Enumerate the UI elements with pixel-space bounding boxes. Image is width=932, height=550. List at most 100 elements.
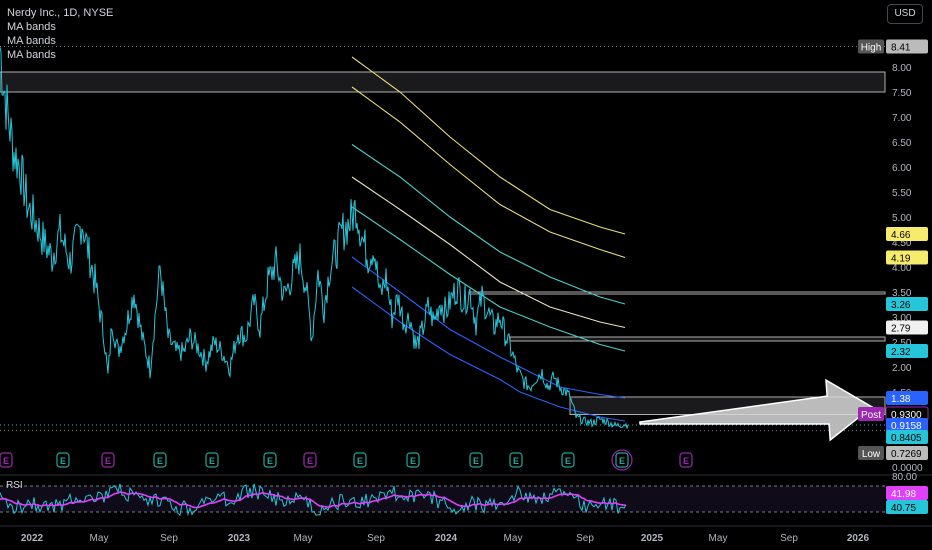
price-tick-label: 3.00 — [892, 313, 912, 324]
earnings-ring-icon — [611, 449, 633, 471]
price-tick-label: 7.50 — [892, 88, 912, 99]
earnings-icon — [303, 452, 317, 468]
price-tick-label: 3.50 — [892, 288, 912, 299]
rsi-tag-value: 41.98 — [891, 489, 916, 500]
time-tick-label: 2025 — [641, 533, 664, 544]
time-tick-label: May — [90, 533, 109, 544]
price-tag-value: 0.7269 — [891, 449, 922, 460]
earnings-icon — [263, 452, 277, 468]
earnings-icon — [101, 452, 115, 468]
price-tag-value: 3.26 — [891, 300, 911, 311]
earnings-icon-letter: E — [267, 456, 273, 466]
earnings-icon — [561, 452, 575, 468]
earnings-icon — [679, 452, 693, 468]
earnings-icon-letter: E — [105, 456, 111, 466]
projection-arrow — [639, 378, 874, 442]
earnings-icon-letter: E — [513, 456, 519, 466]
rsi-line — [0, 483, 627, 517]
price-tag-value: 0.9300 — [891, 410, 922, 421]
price-tag-value: 4.66 — [891, 230, 911, 241]
earnings-icon-letter: E — [619, 456, 625, 466]
symbol-title: Nerdy Inc., 1D, NYSE — [7, 7, 114, 19]
price-tick-label: 6.00 — [892, 163, 912, 174]
price-tick-label: 5.00 — [892, 213, 912, 224]
time-tick-label: Sep — [576, 533, 594, 544]
price-tag-value: 4.19 — [891, 254, 911, 265]
price-tag-bg — [886, 227, 928, 241]
rsi-ma-line — [0, 491, 626, 509]
indicator-label-2[interactable]: MA bands — [7, 35, 56, 47]
time-tick-label: Sep — [780, 533, 798, 544]
zone-rect — [0, 71, 886, 93]
earnings-icon — [205, 452, 219, 468]
price-tag-bg — [886, 391, 928, 405]
earnings-icon — [153, 452, 167, 468]
price-tag-label: High — [861, 43, 882, 54]
zone-rect — [469, 291, 886, 295]
earnings-icon — [56, 452, 70, 468]
price-tick-label: 4.00 — [892, 263, 912, 274]
indicator-label-1[interactable]: MA bands — [7, 21, 56, 33]
earnings-icon-letter: E — [357, 456, 363, 466]
dotted-levels — [0, 46, 885, 432]
time-tick-label: 2022 — [21, 533, 44, 544]
earnings-icon-letter: E — [60, 456, 66, 466]
ma-band-line — [351, 176, 626, 329]
time-tick-label: May — [294, 533, 313, 544]
price-tick-label: 4.50 — [892, 238, 912, 249]
price-line — [0, 47, 629, 429]
price-tags: High 8.41 4.66 4.19 3.26 2.79 2.32 1.38 Post 0.93… — [858, 39, 929, 514]
ma-band-line — [351, 256, 626, 399]
price-tag-label-bg — [858, 39, 884, 54]
price-tag-label: Low — [862, 449, 881, 460]
price-tick-label: 6.50 — [892, 138, 912, 149]
price-tag-bg — [886, 418, 928, 432]
earnings-icon — [406, 452, 420, 468]
price-tick-label: 8.00 — [892, 63, 912, 74]
earnings-icon — [615, 452, 629, 468]
earnings-icon-letter: E — [410, 456, 416, 466]
earnings-icon — [353, 452, 367, 468]
rsi-tag-value: 40.75 — [891, 503, 916, 514]
price-tag-value: 2.32 — [891, 347, 911, 358]
ma-band-line — [351, 286, 626, 422]
price-tag-value: 8.41 — [891, 43, 911, 54]
price-tick-label: 2.00 — [892, 363, 912, 374]
price-tag-bg — [886, 250, 928, 265]
zone-rect — [509, 336, 886, 342]
price-tag-label: Post — [861, 410, 881, 421]
currency-button[interactable]: USD — [887, 4, 923, 24]
rsi-label: RSI — [6, 480, 23, 491]
resistance-zones — [0, 71, 886, 415]
earnings-icon-letter: E — [209, 456, 215, 466]
price-tag-bg — [886, 320, 928, 335]
ma-band-line — [351, 86, 626, 259]
ma-band-line — [351, 144, 626, 305]
ma-band-line — [351, 56, 626, 235]
rsi-tag-bg — [886, 486, 928, 500]
earnings-icon — [509, 452, 523, 468]
ma-band-line — [351, 206, 626, 352]
price-tag-value: 0.9158 — [891, 421, 922, 432]
time-tick-label: May — [709, 533, 728, 544]
rsi-tick-label: 80.00 — [892, 472, 917, 483]
time-tick-label: May — [504, 533, 523, 544]
price-tag-value: 2.79 — [891, 324, 911, 335]
earnings-icon — [469, 452, 483, 468]
price-tag-label-bg — [858, 446, 884, 460]
earnings-icon — [0, 452, 13, 468]
time-axis: 2022 May Sep 2023 May Sep 2024 May Sep 2025 May Sep… — [0, 525, 932, 544]
earnings-icon-letter: E — [683, 456, 689, 466]
price-tag-bg — [886, 344, 928, 358]
ma-bands — [351, 56, 626, 422]
earnings-icon-letter: E — [565, 456, 571, 466]
earnings-icon-letter: E — [157, 456, 163, 466]
price-tag-value: 0.8405 — [891, 433, 922, 444]
rsi-pane: RSI — [0, 474, 932, 517]
time-tick-label: 2023 — [228, 533, 251, 544]
indicator-label-3[interactable]: MA bands — [7, 49, 56, 61]
price-tag-bg — [886, 430, 928, 444]
time-tick-label: 2024 — [435, 533, 458, 544]
